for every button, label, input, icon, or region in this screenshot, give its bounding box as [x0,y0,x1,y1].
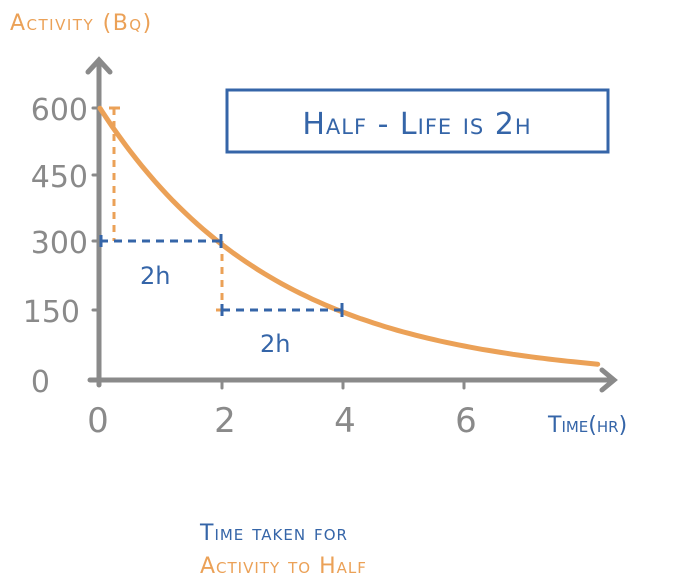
y-axis [85,56,113,388]
decay-curve [97,105,601,367]
caption-line-2: Activity to Half [200,554,367,579]
blue-dashed-intervals [99,234,344,317]
x-tick-0: 0 [87,401,109,441]
y-tick-labels: 600 450 300 150 0 [23,93,88,400]
interval-label-1: 2h [140,262,170,290]
x-tick-6: 6 [455,401,477,441]
y-tick-300: 300 [31,226,88,261]
y-axis-arrow-icon [85,56,113,75]
x-axis [87,367,618,393]
y-tick-150: 150 [23,295,80,330]
caption-line-1: Time taken for [199,521,348,546]
interval-label-2: 2h [260,330,290,358]
y-tick-450: 450 [31,160,88,195]
x-ticks [220,378,466,390]
y-tick-0: 0 [31,365,50,400]
x-tick-2: 2 [214,401,236,441]
x-tick-4: 4 [334,401,356,441]
y-tick-600: 600 [31,93,88,128]
title-text: Half - Life is 2h [302,107,531,142]
x-axis-arrow-icon [599,367,618,393]
x-tick-labels: 0 2 4 6 [87,401,477,441]
y-axis-title: Activity (Bq) [10,11,153,36]
title-box: Half - Life is 2h [225,88,610,154]
x-axis-title: Time(hr) [547,413,627,438]
